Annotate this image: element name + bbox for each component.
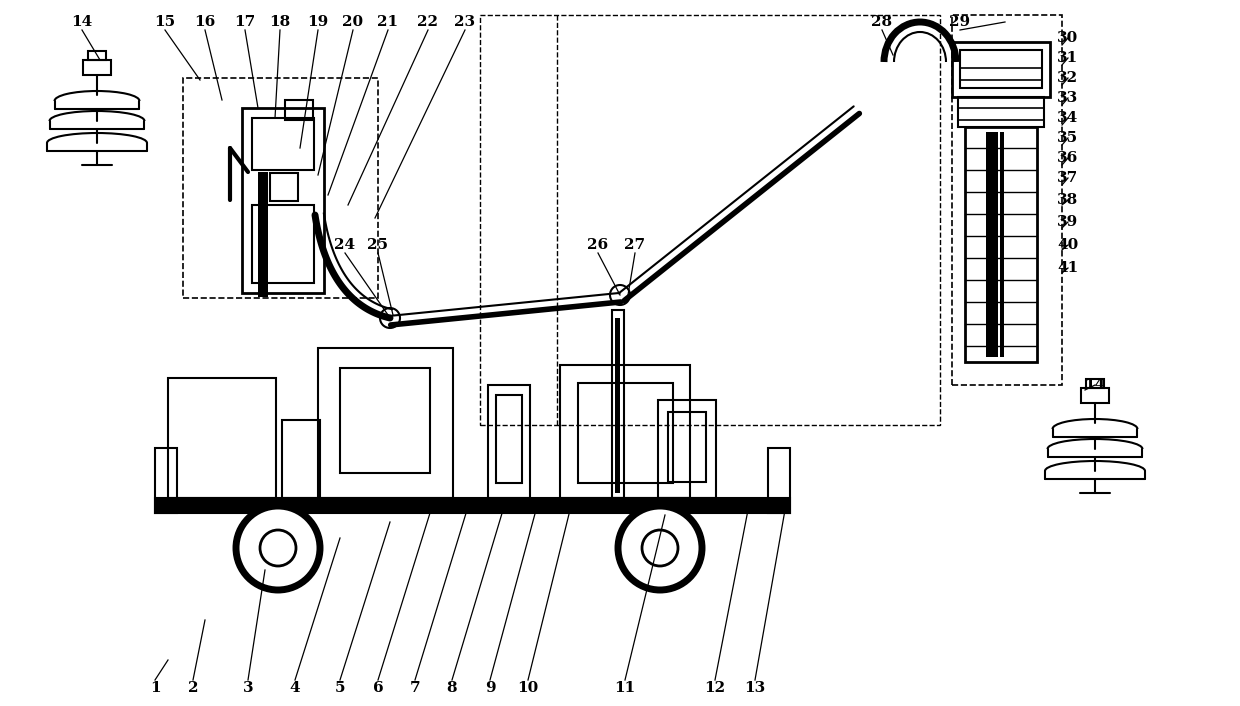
Text: 39: 39 xyxy=(1058,215,1079,229)
Text: 34: 34 xyxy=(1058,111,1079,125)
Text: 22: 22 xyxy=(418,15,439,29)
Text: 38: 38 xyxy=(1058,193,1079,207)
Text: 13: 13 xyxy=(744,681,765,695)
Bar xyxy=(317,348,453,498)
Circle shape xyxy=(236,506,320,590)
Bar xyxy=(88,51,105,60)
Bar xyxy=(340,368,430,473)
Bar xyxy=(1086,379,1104,388)
Bar xyxy=(242,108,324,293)
Bar xyxy=(155,498,790,513)
Bar xyxy=(613,310,624,498)
Text: 10: 10 xyxy=(517,681,538,695)
Text: 4: 4 xyxy=(290,681,300,695)
Text: 25: 25 xyxy=(367,238,388,252)
Text: 16: 16 xyxy=(195,15,216,29)
Bar xyxy=(578,383,673,483)
Circle shape xyxy=(260,530,296,566)
Text: 14: 14 xyxy=(1084,378,1106,392)
Bar xyxy=(489,385,529,498)
Text: 7: 7 xyxy=(409,681,420,695)
Bar xyxy=(560,365,689,498)
Circle shape xyxy=(610,285,630,305)
Text: 1: 1 xyxy=(150,681,160,695)
Text: 32: 32 xyxy=(1058,71,1079,85)
Text: 28: 28 xyxy=(872,15,893,29)
Text: 19: 19 xyxy=(308,15,329,29)
Bar xyxy=(959,97,1044,127)
Bar xyxy=(167,378,277,498)
Text: 12: 12 xyxy=(704,681,725,695)
Bar xyxy=(281,420,320,498)
Text: 21: 21 xyxy=(377,15,398,29)
Bar xyxy=(768,448,790,513)
Bar xyxy=(184,78,378,298)
Text: 40: 40 xyxy=(1058,238,1079,252)
Text: 24: 24 xyxy=(335,238,356,252)
Text: 11: 11 xyxy=(614,681,636,695)
Bar xyxy=(952,42,1050,97)
Text: 37: 37 xyxy=(1058,171,1079,185)
Text: 31: 31 xyxy=(1058,51,1079,65)
Text: 2: 2 xyxy=(187,681,198,695)
Text: 41: 41 xyxy=(1058,261,1079,275)
Text: 14: 14 xyxy=(72,15,93,29)
Bar xyxy=(155,448,177,513)
Text: 30: 30 xyxy=(1058,31,1079,45)
Text: 35: 35 xyxy=(1058,131,1079,145)
Circle shape xyxy=(642,530,678,566)
Text: 3: 3 xyxy=(243,681,253,695)
Bar xyxy=(952,15,1061,385)
Bar xyxy=(252,205,314,283)
Text: 17: 17 xyxy=(234,15,255,29)
Text: 9: 9 xyxy=(485,681,495,695)
Bar xyxy=(999,132,1004,357)
Bar xyxy=(960,50,1042,88)
Text: 26: 26 xyxy=(588,238,609,252)
Bar xyxy=(658,400,715,498)
Circle shape xyxy=(379,308,401,328)
Bar xyxy=(496,395,522,483)
Bar xyxy=(615,318,620,493)
Text: 5: 5 xyxy=(335,681,345,695)
Text: 23: 23 xyxy=(454,15,476,29)
Bar xyxy=(155,498,790,513)
Bar xyxy=(285,100,312,120)
Text: 18: 18 xyxy=(269,15,290,29)
Text: 36: 36 xyxy=(1058,151,1079,165)
Circle shape xyxy=(618,506,702,590)
Text: 15: 15 xyxy=(155,15,176,29)
Bar xyxy=(986,132,998,357)
Bar xyxy=(480,15,940,425)
Bar xyxy=(270,173,298,201)
Text: 8: 8 xyxy=(446,681,458,695)
Text: 29: 29 xyxy=(950,15,971,29)
Bar xyxy=(258,172,268,297)
Text: 33: 33 xyxy=(1058,91,1079,105)
Text: 20: 20 xyxy=(342,15,363,29)
Bar xyxy=(83,60,112,75)
Bar xyxy=(965,127,1037,362)
Bar xyxy=(252,118,314,170)
Bar xyxy=(668,412,706,482)
Bar xyxy=(1081,388,1109,403)
Text: 6: 6 xyxy=(373,681,383,695)
Text: 27: 27 xyxy=(625,238,646,252)
